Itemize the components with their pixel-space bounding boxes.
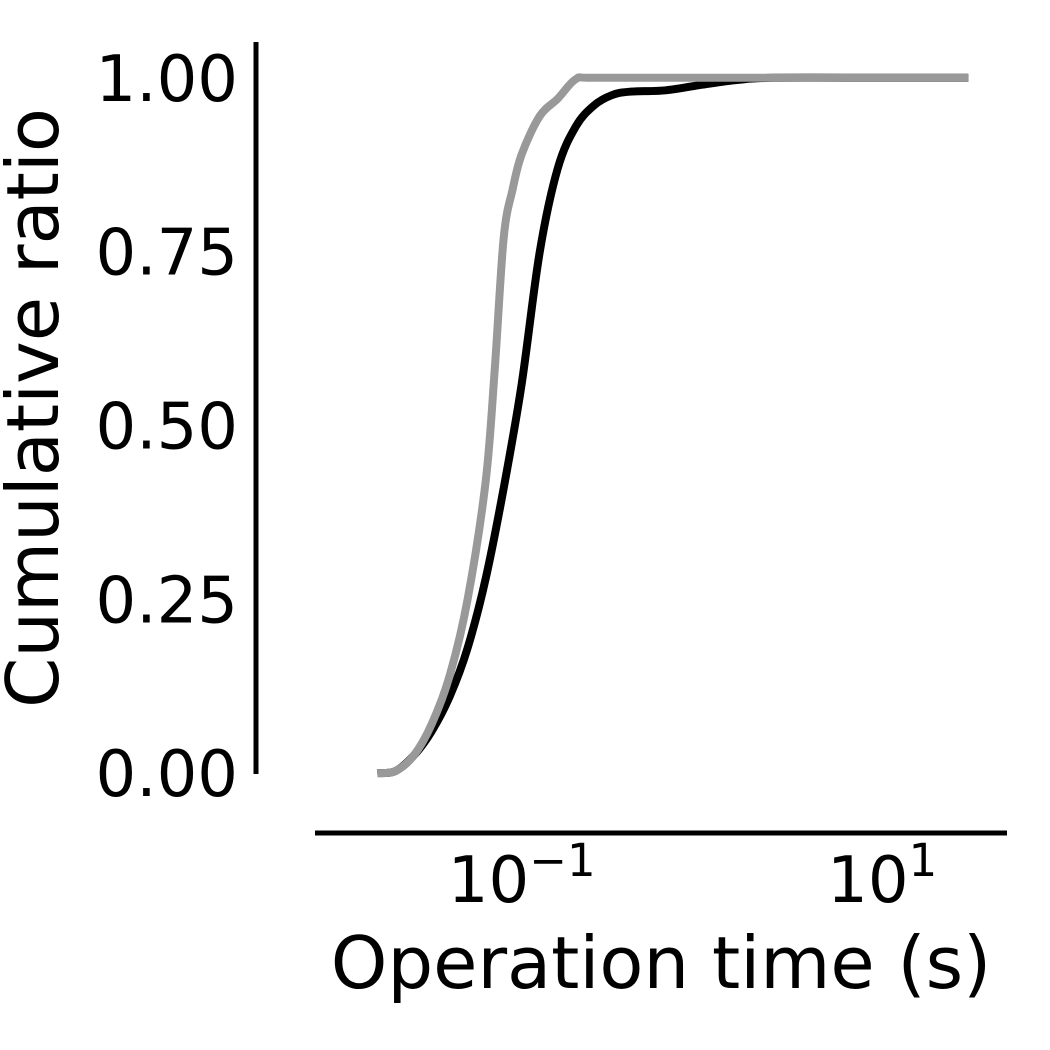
x-axis-title: Operation time (s) <box>331 921 991 1005</box>
y-tick-label: 0.75 <box>96 217 239 291</box>
y-tick-label: 0.25 <box>96 564 239 638</box>
y-tick-label: 0.00 <box>96 738 239 812</box>
y-axis-title: Cumulative ratio <box>0 108 75 708</box>
x-tick-label: 101 <box>827 834 937 918</box>
series-line-2 <box>376 73 969 778</box>
x-tick-labels: 10−1 101 <box>448 834 937 918</box>
series-layer <box>376 73 969 778</box>
y-tick-label: 0.50 <box>96 391 239 465</box>
x-tick-label: 10−1 <box>448 834 596 918</box>
y-tick-label: 1.00 <box>96 43 239 117</box>
y-tick-labels: 0.00 0.25 0.50 0.75 1.00 <box>96 43 239 812</box>
series-line-1 <box>376 73 969 778</box>
